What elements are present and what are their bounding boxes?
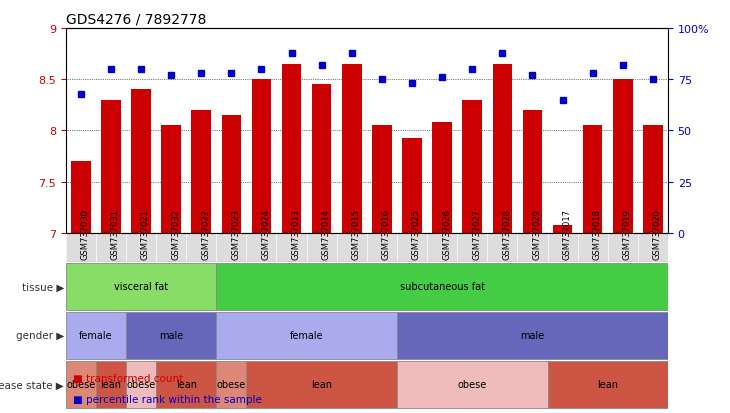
Bar: [462, 100, 482, 233]
Text: ■ percentile rank within the sample: ■ percentile rank within the sample: [73, 394, 262, 404]
Text: obese: obese: [66, 380, 96, 389]
FancyBboxPatch shape: [216, 361, 247, 408]
FancyBboxPatch shape: [66, 361, 96, 408]
Text: ■ transformed count: ■ transformed count: [73, 373, 183, 383]
FancyBboxPatch shape: [548, 361, 668, 408]
FancyBboxPatch shape: [397, 361, 548, 408]
Text: GSM737027: GSM737027: [472, 209, 481, 260]
Text: female: female: [79, 330, 112, 341]
Text: GSM737025: GSM737025: [412, 209, 421, 260]
FancyBboxPatch shape: [216, 263, 668, 310]
Text: GDS4276 / 7892778: GDS4276 / 7892778: [66, 12, 206, 26]
Text: GSM737014: GSM737014: [322, 209, 331, 260]
Text: subcutaneous fat: subcutaneous fat: [399, 282, 485, 292]
Text: GSM737022: GSM737022: [201, 209, 210, 260]
Text: GSM737024: GSM737024: [261, 209, 270, 260]
Bar: [583, 126, 602, 233]
Text: GSM737029: GSM737029: [532, 209, 542, 260]
Bar: [342, 65, 361, 233]
Bar: [282, 65, 301, 233]
FancyBboxPatch shape: [216, 312, 397, 359]
FancyBboxPatch shape: [247, 361, 397, 408]
Text: GSM737032: GSM737032: [171, 209, 180, 260]
Text: GSM737013: GSM737013: [291, 209, 301, 260]
Text: lean: lean: [176, 380, 196, 389]
Text: GSM737028: GSM737028: [502, 209, 511, 260]
Text: GSM737017: GSM737017: [563, 209, 572, 260]
Bar: [312, 85, 331, 233]
Text: obese: obese: [126, 380, 155, 389]
FancyBboxPatch shape: [156, 361, 216, 408]
Text: GSM737015: GSM737015: [352, 209, 361, 260]
FancyBboxPatch shape: [397, 312, 668, 359]
Text: visceral fat: visceral fat: [114, 282, 168, 292]
Text: GSM737021: GSM737021: [141, 209, 150, 260]
Text: lean: lean: [100, 380, 121, 389]
Text: lean: lean: [311, 380, 332, 389]
Bar: [372, 126, 392, 233]
Text: GSM737031: GSM737031: [111, 209, 120, 260]
Bar: [131, 90, 151, 233]
Text: male: male: [159, 330, 183, 341]
Text: disease state ▶: disease state ▶: [0, 380, 64, 389]
Text: GSM737030: GSM737030: [81, 209, 90, 260]
Text: GSM737020: GSM737020: [653, 209, 662, 260]
Text: lean: lean: [597, 380, 618, 389]
Text: GSM737016: GSM737016: [382, 209, 391, 260]
Text: GSM737019: GSM737019: [623, 209, 631, 260]
Bar: [493, 65, 512, 233]
FancyBboxPatch shape: [96, 361, 126, 408]
Bar: [101, 100, 120, 233]
Bar: [613, 80, 633, 233]
FancyBboxPatch shape: [66, 312, 126, 359]
Bar: [71, 162, 91, 233]
Bar: [523, 111, 542, 233]
FancyBboxPatch shape: [126, 361, 156, 408]
Text: male: male: [520, 330, 545, 341]
Text: obese: obese: [458, 380, 487, 389]
Text: GSM737023: GSM737023: [231, 209, 240, 260]
Bar: [402, 138, 422, 233]
Bar: [553, 225, 572, 233]
FancyBboxPatch shape: [66, 263, 216, 310]
FancyBboxPatch shape: [126, 312, 216, 359]
Bar: [432, 123, 452, 233]
Text: GSM737026: GSM737026: [442, 209, 451, 260]
Bar: [161, 126, 181, 233]
Bar: [221, 116, 241, 233]
Bar: [643, 126, 663, 233]
Bar: [191, 111, 211, 233]
Text: female: female: [290, 330, 323, 341]
Text: tissue ▶: tissue ▶: [22, 282, 64, 292]
Text: obese: obese: [217, 380, 246, 389]
Text: GSM737018: GSM737018: [593, 209, 602, 260]
Text: gender ▶: gender ▶: [16, 330, 64, 341]
Bar: [252, 80, 272, 233]
